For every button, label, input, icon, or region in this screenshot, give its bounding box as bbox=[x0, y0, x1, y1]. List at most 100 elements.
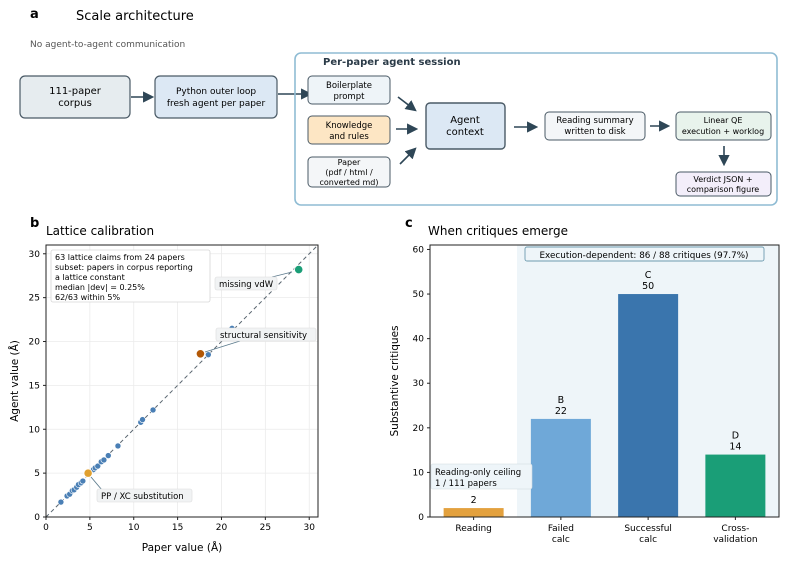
outer-loop-box: Python outer loop fresh agent per paper bbox=[154, 75, 278, 119]
linear-qe-line-1: Linear QE bbox=[704, 116, 743, 125]
scatter-y-ticks: 0 5 10 15 20 25 30 bbox=[29, 250, 46, 523]
bar-x-ticks: Reading FailedcalcSuccessfulcalcCross-val… bbox=[455, 517, 758, 545]
scatter-x-axis-label: Paper value (Å) bbox=[142, 541, 222, 554]
panel-b: b Lattice calibration 0 5 10 15 20 25 30 0 5 10 1… bbox=[8, 216, 319, 554]
boilerplate-line-2: prompt bbox=[334, 92, 366, 102]
execution-dependent-banner-text: Execution-dependent: 86 / 88 critiques (… bbox=[540, 251, 749, 261]
outer-loop-label-line-2: fresh agent per paper bbox=[167, 99, 266, 109]
annotation-pp-xc-text: PP / XC substitution bbox=[101, 492, 184, 502]
bar-1 bbox=[530, 418, 591, 517]
scatter-x-tick-label: 15 bbox=[172, 523, 183, 533]
panel-c-letter: c bbox=[405, 216, 413, 231]
bar-2 bbox=[618, 294, 679, 517]
scatter-point-highlighted bbox=[294, 264, 304, 275]
scatter-y-tick-label: 15 bbox=[29, 381, 40, 391]
bar-letter-label: C bbox=[645, 270, 652, 281]
stats-line-1: 63 lattice claims from 24 papers bbox=[55, 253, 185, 262]
scatter-stats-box: 63 lattice claims from 24 papers subset:… bbox=[50, 249, 211, 303]
panel-a-subtitle: No agent-to-agent communication bbox=[30, 40, 185, 50]
agent-context-box: Agent context bbox=[425, 102, 506, 150]
stats-line-4: median |dev| = 0.25% bbox=[55, 283, 145, 292]
annotation-structural-sensitivity: structural sensitivity bbox=[204, 327, 317, 353]
scatter-x-tick-label: 5 bbox=[87, 523, 93, 533]
bar-category-label: validation bbox=[713, 535, 757, 545]
scatter-point bbox=[100, 456, 108, 464]
scatter-x-tick-label: 20 bbox=[216, 523, 228, 533]
stats-line-5: 62/63 within 5% bbox=[55, 293, 120, 302]
scatter-y-tick-label: 20 bbox=[29, 338, 41, 348]
paper-input-line-1: Paper bbox=[338, 158, 361, 167]
scatter-x-tick-label: 10 bbox=[128, 523, 140, 533]
annotation-missing-vdw: missing vdW bbox=[214, 271, 293, 291]
scatter-y-tick-label: 30 bbox=[29, 250, 41, 260]
scatter-points bbox=[57, 264, 304, 506]
bar-category-label: Cross- bbox=[721, 524, 749, 534]
scatter-point bbox=[114, 442, 122, 450]
reading-summary-box: Reading summary written to disk bbox=[544, 111, 646, 141]
annotation-pp-xc-substitution: PP / XC substitution bbox=[90, 476, 193, 503]
verdict-line-2: comparison figure bbox=[687, 185, 760, 194]
scatter-point bbox=[104, 452, 112, 459]
reading-summary-line-2: written to disk bbox=[564, 127, 625, 137]
linear-qe-box: Linear QE execution + worklog bbox=[675, 111, 772, 141]
scatter-y-tick-label: 10 bbox=[29, 425, 41, 435]
agent-context-line-1: Agent bbox=[450, 115, 480, 126]
paper-input-line-2: (pdf / html / bbox=[325, 168, 373, 177]
scatter-x-tick-label: 25 bbox=[260, 523, 271, 533]
bar-letter-label: B bbox=[558, 395, 565, 406]
scatter-point bbox=[139, 416, 146, 423]
bar-y-axis-label: Substantive critiques bbox=[389, 326, 401, 437]
boilerplate-line-1: Boilerplate bbox=[326, 81, 372, 91]
paper-input-box: Paper (pdf / html / converted md) bbox=[307, 156, 391, 188]
stats-line-2: subset: papers in corpus reporting bbox=[55, 263, 193, 272]
reading-ceiling-note: Reading-only ceiling 1 / 111 papers bbox=[430, 463, 533, 490]
verdict-box: Verdict JSON + comparison figure bbox=[675, 171, 772, 197]
panel-b-title: Lattice calibration bbox=[46, 224, 154, 238]
bar-category-label: Failed bbox=[548, 524, 574, 534]
scatter-x-tick-label: 30 bbox=[303, 523, 315, 533]
reading-summary-line-1: Reading summary bbox=[556, 116, 633, 126]
bar-y-tick-label: 0 bbox=[418, 513, 424, 523]
panel-b-letter: b bbox=[30, 216, 39, 231]
panel-c-title: When critiques emerge bbox=[428, 224, 568, 238]
outer-loop-label-line-1: Python outer loop bbox=[176, 87, 256, 97]
bar-value-label: 50 bbox=[642, 281, 654, 292]
stats-line-3: a lattice constant bbox=[55, 273, 125, 282]
bar-y-tick-label: 30 bbox=[413, 379, 425, 389]
bar-value-label: 14 bbox=[729, 442, 741, 453]
scatter-y-tick-label: 25 bbox=[29, 294, 40, 304]
corpus-box: 111-paper corpus bbox=[19, 75, 131, 119]
bar-value-label: 22 bbox=[555, 406, 567, 417]
bar-y-tick-label: 10 bbox=[413, 468, 425, 478]
bar-category-label: calc bbox=[552, 535, 570, 545]
paper-input-line-3: converted md) bbox=[320, 178, 379, 187]
session-container bbox=[294, 52, 778, 206]
scatter-y-axis-label: Agent value (Å) bbox=[8, 340, 21, 422]
scatter-x-ticks: 0 5 10 15 20 25 30 bbox=[43, 517, 315, 533]
knowledge-line-1: Knowledge bbox=[326, 121, 373, 131]
bar-3 bbox=[705, 454, 766, 517]
agent-context-line-2: context bbox=[446, 127, 484, 138]
knowledge-box: Knowledge and rules bbox=[307, 115, 391, 145]
execution-dependent-banner: Execution-dependent: 86 / 88 critiques (… bbox=[524, 246, 765, 262]
bar-category-label: Successful bbox=[624, 524, 672, 534]
arrow-boilerplate-to-agent bbox=[397, 96, 417, 112]
corpus-label-line-1: 111-paper bbox=[49, 86, 102, 97]
scatter-x-tick-label: 0 bbox=[43, 523, 49, 533]
session-title: Per-paper agent session bbox=[323, 57, 461, 68]
scatter-y-tick-label: 5 bbox=[34, 469, 40, 479]
bar-0 bbox=[443, 508, 504, 517]
bar-y-ticks: 0 10 20 30 40 50 60 bbox=[413, 245, 430, 523]
panel-a: a Scale architecture No agent-to-agent c… bbox=[19, 7, 778, 206]
bar-letter-label: D bbox=[732, 431, 739, 442]
scatter-point bbox=[149, 406, 157, 414]
bar-y-tick-label: 50 bbox=[413, 290, 425, 300]
boilerplate-box: Boilerplate prompt bbox=[307, 75, 391, 105]
scatter-frame bbox=[45, 244, 319, 518]
bar-y-tick-label: 20 bbox=[413, 424, 425, 434]
scatter-point-highlighted bbox=[83, 468, 93, 478]
